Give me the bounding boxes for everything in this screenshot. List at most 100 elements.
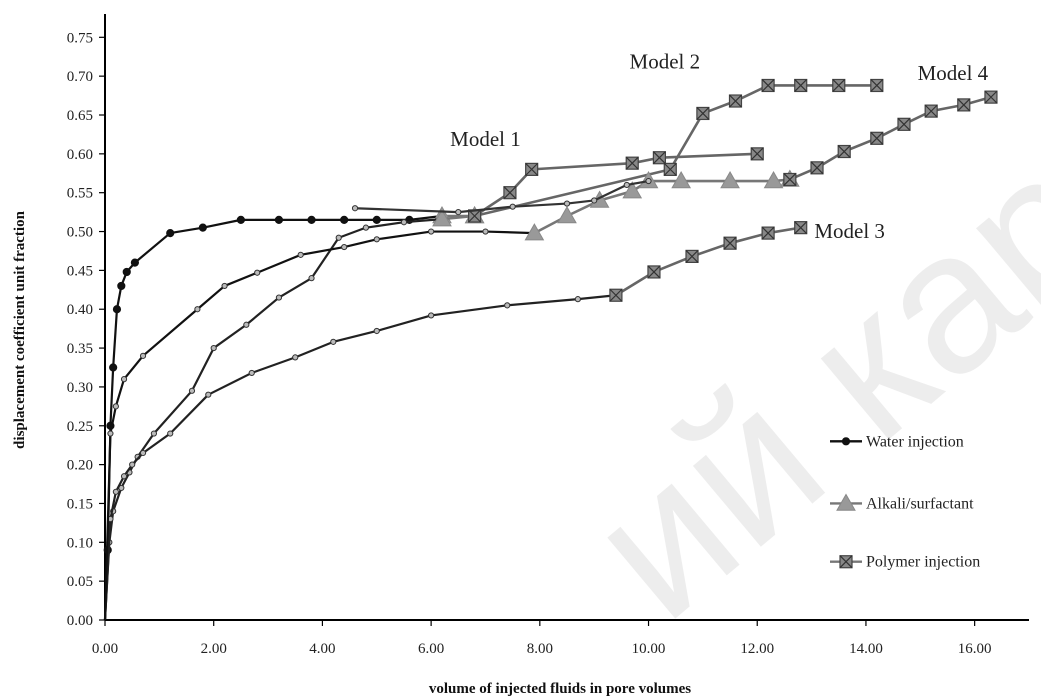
data-point (455, 209, 462, 216)
y-tick-label: 0.25 (67, 419, 93, 435)
data-point (591, 197, 598, 204)
marker-cross (468, 209, 482, 223)
data-point (130, 258, 139, 267)
data-point (109, 363, 118, 372)
data-point (574, 296, 581, 303)
y-tick-label: 0.00 (67, 613, 93, 629)
data-point (122, 267, 131, 277)
marker-cross (957, 98, 971, 112)
x-tick-label: 2.00 (201, 641, 227, 657)
marker-cross (761, 79, 775, 92)
data-point (468, 209, 482, 223)
data-point (525, 162, 539, 176)
data-point (647, 265, 661, 279)
data-point (723, 236, 737, 250)
legend-label: Alkali/surfactant (866, 495, 974, 512)
marker-cross (647, 265, 661, 279)
data-point (373, 327, 380, 335)
legend-item-1: Water injection (830, 433, 964, 450)
data-point (139, 449, 147, 457)
data-point (308, 275, 315, 282)
data-point (248, 369, 255, 377)
x-axis-title: volume of injected fluids in pore volume… (429, 681, 691, 697)
y-tick-label: 0.75 (67, 30, 93, 46)
marker-cross (663, 162, 677, 176)
x-tick-label: 10.00 (632, 641, 666, 657)
y-tick-label: 0.30 (67, 380, 93, 396)
data-point (341, 243, 348, 251)
marker-cross (984, 90, 998, 104)
legend-marker (839, 555, 853, 569)
marker-cross (783, 173, 797, 186)
model-annotations: Model 1 Model 2 Model 3 Model 4 (450, 49, 989, 242)
series-layer (103, 78, 998, 621)
series-model-2-polymer-injection (468, 78, 884, 223)
marker-cross (503, 186, 517, 200)
marker-cross (897, 117, 911, 131)
data-point (275, 294, 283, 301)
data-point (509, 203, 516, 210)
legend-item-3: Polymer injection (830, 554, 980, 571)
data-point (330, 338, 337, 345)
marker-cross (652, 151, 666, 165)
series-line (103, 218, 443, 621)
data-point (428, 228, 435, 235)
y-tick-label: 0.10 (67, 535, 93, 551)
data-point (274, 215, 284, 224)
data-point (351, 205, 359, 212)
data-point (984, 90, 998, 104)
series-line (103, 294, 617, 621)
y-tick-label: 0.35 (67, 341, 93, 357)
x-tick-label: 16.00 (958, 641, 992, 657)
y-tick-label: 0.60 (67, 147, 93, 163)
data-point (340, 215, 349, 224)
marker-cross (924, 104, 938, 118)
data-point (117, 281, 126, 291)
marker-cross (750, 147, 764, 161)
data-point (335, 234, 342, 241)
legend-marker (841, 437, 851, 446)
series-model-3-polymer-injection (609, 221, 808, 302)
data-point (129, 461, 136, 468)
series-model-4-water-injection (103, 228, 538, 621)
data-point (794, 221, 808, 235)
data-point (504, 302, 511, 309)
data-point (870, 131, 884, 145)
data-point (297, 251, 304, 258)
marker-cross (723, 236, 737, 250)
legend-item-2: Alkali/surfactant (830, 493, 974, 512)
legend-label: Water injection (866, 433, 964, 450)
marker-cross (810, 161, 824, 175)
data-point (783, 172, 797, 187)
annotation-model-3: Model 3 (814, 219, 885, 243)
data-point (373, 236, 380, 243)
series-model-3-water-injection (103, 292, 620, 621)
data-point (728, 94, 743, 108)
marker-cross (870, 79, 884, 92)
data-point (166, 228, 175, 238)
series-model-4-polymer-injection (783, 90, 998, 187)
data-point (188, 387, 196, 394)
series-model-2-water-injection (103, 216, 446, 621)
annotation-model-2: Model 2 (630, 49, 701, 73)
y-tick-label: 0.40 (67, 302, 93, 318)
series-model-4-water-injection (351, 177, 652, 216)
data-point (685, 249, 699, 263)
data-point (761, 78, 775, 93)
data-point (870, 78, 884, 93)
x-tick-label: 6.00 (418, 641, 444, 657)
data-point (524, 223, 545, 241)
data-point (503, 186, 517, 200)
marker-cross (837, 145, 851, 158)
data-point (924, 104, 938, 118)
marker-cross (870, 131, 884, 145)
y-tick-label: 0.55 (67, 186, 93, 202)
data-point (372, 215, 381, 224)
data-point (243, 321, 250, 328)
data-point (720, 171, 740, 189)
data-point (362, 224, 369, 231)
y-tick-label: 0.45 (67, 263, 93, 279)
data-point (107, 430, 114, 437)
data-point (198, 223, 207, 232)
marker-cross (685, 249, 699, 263)
